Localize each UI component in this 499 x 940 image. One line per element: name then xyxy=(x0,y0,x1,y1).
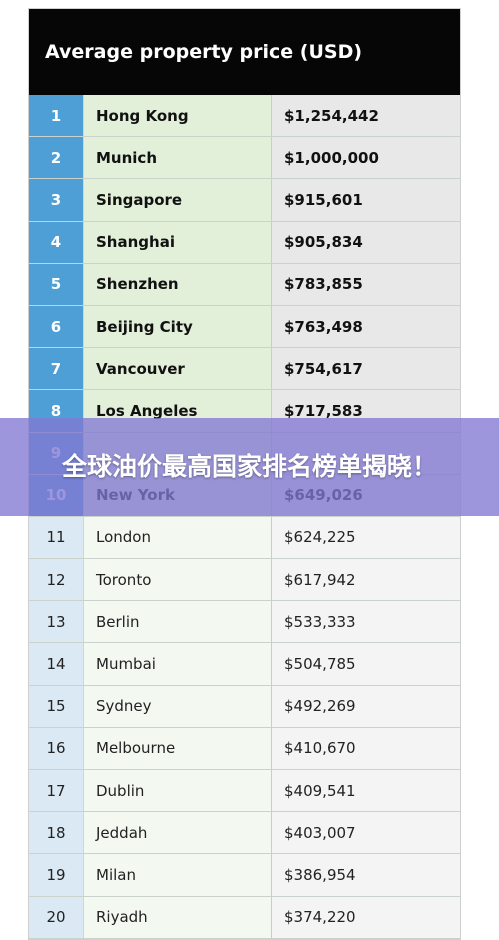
price-cell: $617,942 xyxy=(272,559,460,601)
city-cell: Riyadh xyxy=(84,896,272,938)
rank-cell: 3 xyxy=(29,179,84,221)
rank-cell: 17 xyxy=(29,770,84,812)
city-cell: Singapore xyxy=(84,179,272,221)
table-row: 11 London $624,225 xyxy=(29,516,460,560)
table-body: 1 Hong Kong $1,254,442 2 Munich $1,000,000 3 Si… xyxy=(29,95,460,939)
price-cell: $1,000,000 xyxy=(272,137,460,179)
table-row: 19 Milan $386,954 xyxy=(29,854,460,897)
table-row: 5 Shenzhen $783,855 xyxy=(29,263,460,306)
table-row: 1 Hong Kong $1,254,442 xyxy=(29,95,460,138)
city-cell: Mumbai xyxy=(84,643,272,685)
city-cell: Hong Kong xyxy=(84,95,272,137)
rank-cell: 19 xyxy=(29,854,84,896)
price-cell: $504,785 xyxy=(272,643,460,685)
rank-cell: 5 xyxy=(29,263,84,305)
table-row: 20 Riyadh $374,220 xyxy=(29,896,460,939)
city-cell: Toronto xyxy=(84,559,272,601)
rank-cell: 4 xyxy=(29,221,84,263)
price-cell: $905,834 xyxy=(272,221,460,263)
city-cell: Munich xyxy=(84,137,272,179)
table-row: 16 Melbourne $410,670 xyxy=(29,727,460,770)
rank-cell: 12 xyxy=(29,559,84,601)
city-cell: Shanghai xyxy=(84,221,272,263)
price-cell: $403,007 xyxy=(272,812,460,854)
rank-cell: 7 xyxy=(29,348,84,390)
city-cell: Beijing City xyxy=(84,305,272,348)
rank-cell: 13 xyxy=(29,601,84,643)
rank-cell: 11 xyxy=(29,516,84,559)
price-cell: $754,617 xyxy=(272,348,460,390)
table-row: 18 Jeddah $403,007 xyxy=(29,812,460,855)
price-cell: $783,855 xyxy=(272,263,460,305)
price-cell: $409,541 xyxy=(272,770,460,812)
table-title-text: Average property price (USD) xyxy=(45,41,363,63)
headline-banner[interactable]: 全球油价最高国家排名榜单揭晓！ xyxy=(0,418,499,516)
headline-text: 全球油价最高国家排名榜单揭晓！ xyxy=(61,452,437,481)
price-cell: $915,601 xyxy=(272,179,460,221)
price-cell: $374,220 xyxy=(272,896,460,938)
city-cell: Shenzhen xyxy=(84,263,272,305)
table-row: 12 Toronto $617,942 xyxy=(29,559,460,602)
table-row: 14 Mumbai $504,785 xyxy=(29,643,460,686)
city-cell: Melbourne xyxy=(84,727,272,769)
price-cell: $492,269 xyxy=(272,685,460,727)
price-cell: $1,254,442 xyxy=(272,95,460,137)
rank-cell: 18 xyxy=(29,812,84,854)
rank-cell: 1 xyxy=(29,95,84,137)
table-row: 13 Berlin $533,333 xyxy=(29,601,460,644)
rank-cell: 6 xyxy=(29,305,84,348)
price-cell: $624,225 xyxy=(272,516,460,559)
table-row: 3 Singapore $915,601 xyxy=(29,179,460,222)
city-cell: Milan xyxy=(84,854,272,896)
city-cell: Sydney xyxy=(84,685,272,727)
city-cell: Dublin xyxy=(84,770,272,812)
price-cell: $533,333 xyxy=(272,601,460,643)
table-row: 7 Vancouver $754,617 xyxy=(29,348,460,391)
rank-cell: 2 xyxy=(29,137,84,179)
city-cell: Vancouver xyxy=(84,348,272,390)
city-cell: Berlin xyxy=(84,601,272,643)
table-row: 17 Dublin $409,541 xyxy=(29,770,460,813)
price-cell: $386,954 xyxy=(272,854,460,896)
price-cell: $410,670 xyxy=(272,727,460,769)
city-cell: Jeddah xyxy=(84,812,272,854)
rank-cell: 15 xyxy=(29,685,84,727)
city-cell: London xyxy=(84,516,272,559)
table-row: 4 Shanghai $905,834 xyxy=(29,221,460,264)
rank-cell: 14 xyxy=(29,643,84,685)
rank-cell: 16 xyxy=(29,727,84,769)
price-cell: $763,498 xyxy=(272,305,460,348)
table-row: 2 Munich $1,000,000 xyxy=(29,137,460,180)
table-row: 6 Beijing City $763,498 xyxy=(29,305,460,349)
rank-cell: 20 xyxy=(29,896,84,938)
table-row: 15 Sydney $492,269 xyxy=(29,685,460,728)
table-title: Average property price (USD) xyxy=(29,9,460,95)
